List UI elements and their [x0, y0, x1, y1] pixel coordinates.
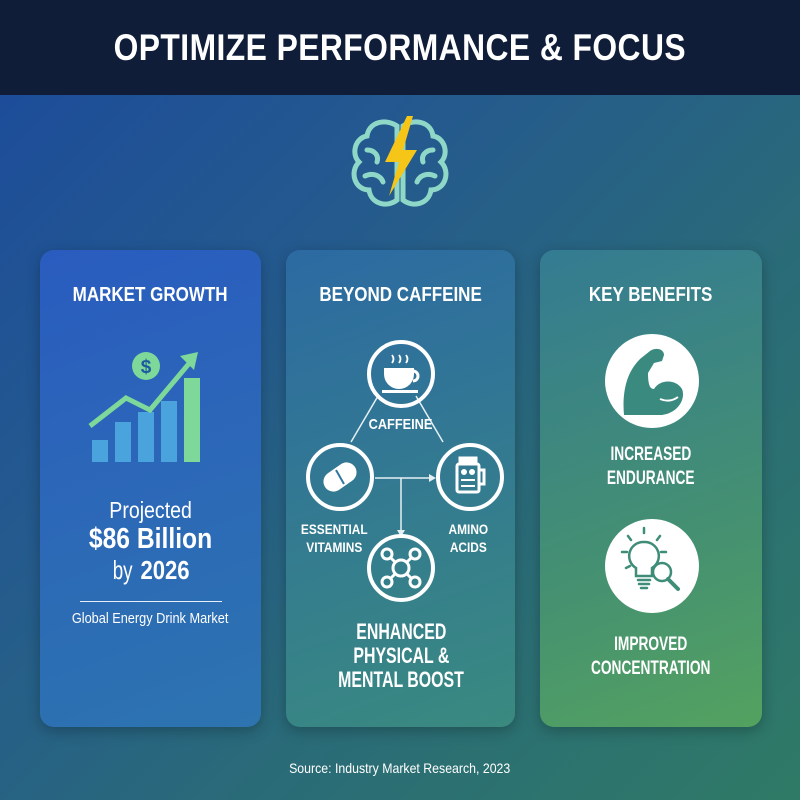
svg-text:$: $	[141, 357, 152, 378]
divider	[80, 601, 222, 602]
connector-line	[350, 395, 379, 443]
beyond-caffeine-card: BEYOND CAFFEINE CAFFEINE ESSENTIAL VITAMI…	[286, 250, 515, 727]
header-bar: OPTIMIZE PERFORMANCE & FOCUS	[0, 0, 800, 95]
coffee-cup-icon	[382, 354, 420, 393]
key-benefits-title: KEY BENEFITS	[589, 284, 713, 306]
growth-chart-dollar-icon: $	[88, 352, 200, 462]
market-caption: Global Energy Drink Market	[72, 610, 229, 627]
ingredient-diagram	[306, 340, 504, 602]
vitamins-label: ESSENTIAL VITAMINS	[300, 521, 368, 555]
molecule-icon	[380, 547, 422, 589]
benefit-endurance: INCREASED ENDURANCE	[607, 444, 695, 489]
brain-lightning-icon	[351, 116, 449, 207]
page-title: OPTIMIZE PERFORMANCE & FOCUS	[113, 26, 687, 68]
source-note: Source: Industry Market Research, 2023	[289, 760, 511, 776]
supplement-jar-icon	[455, 456, 486, 494]
connector-line	[415, 395, 444, 443]
projected-year: by 2026	[112, 555, 190, 585]
key-benefits-card: KEY BENEFITS INCREASED ENDURANCE IMPROVED…	[540, 250, 762, 727]
benefit-concentration: IMPROVED CONCENTRATION	[591, 634, 711, 679]
amino-label: AMINO ACIDS	[448, 521, 488, 555]
caffeine-label: CAFFEINE	[368, 416, 433, 433]
pill-icon	[323, 462, 357, 492]
projected-value: $86 Billion	[88, 523, 213, 555]
market-growth-card: MARKET GROWTH $ Projected $86 Billion by…	[40, 250, 261, 727]
projected-label: Projected	[109, 497, 192, 523]
beyond-caffeine-title: BEYOND CAFFEINE	[319, 284, 482, 306]
flexed-arm-icon	[605, 334, 699, 428]
market-growth-title: MARKET GROWTH	[73, 284, 228, 306]
lightbulb-magnifier-icon	[605, 519, 699, 613]
boost-result: ENHANCED PHYSICAL & MENTAL BOOST	[337, 619, 464, 692]
